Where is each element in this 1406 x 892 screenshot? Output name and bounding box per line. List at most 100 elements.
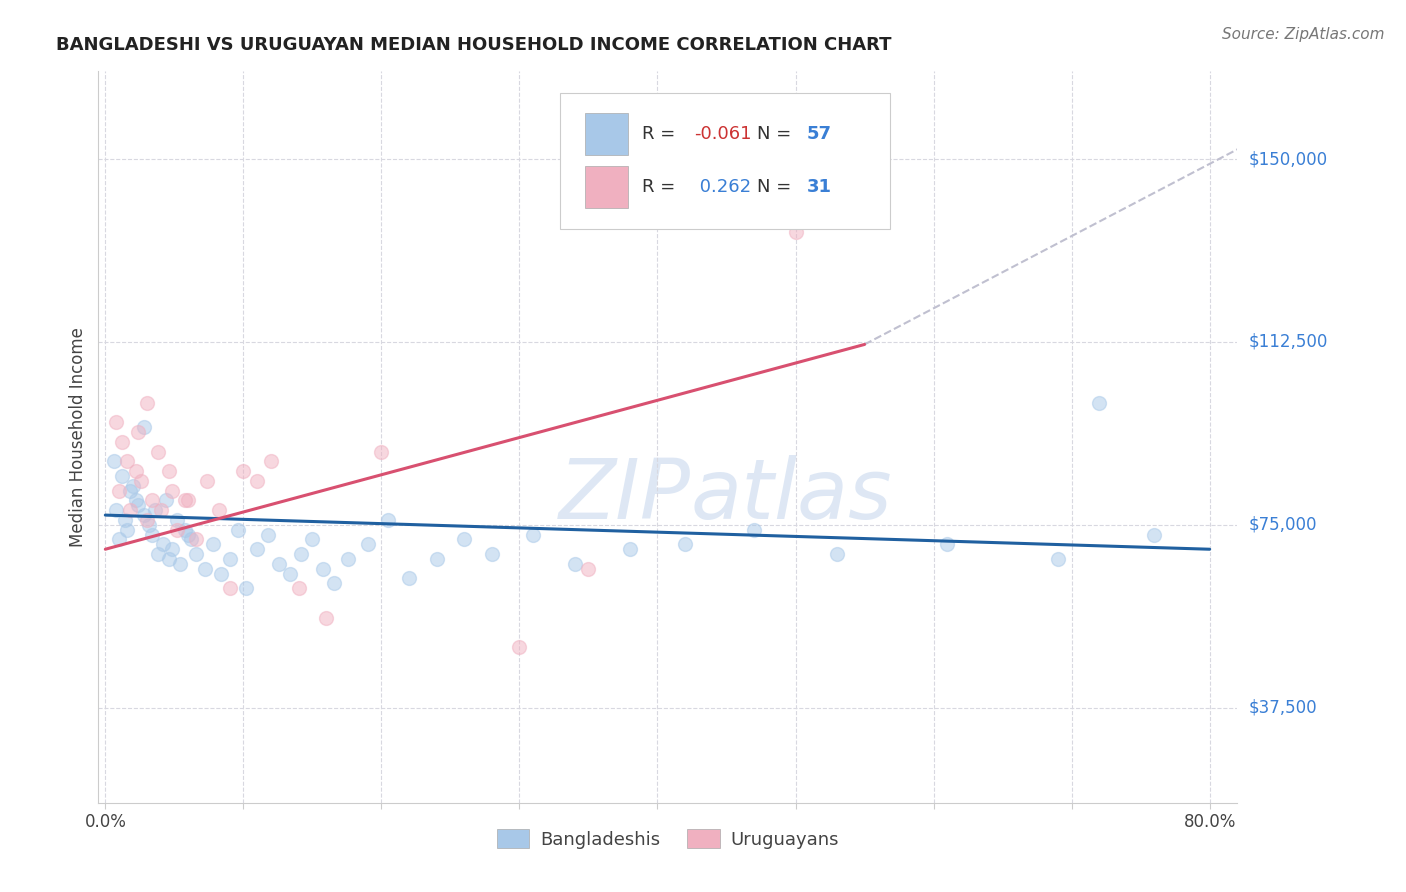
Point — [290, 547, 312, 561]
Point — [508, 640, 530, 654]
Point — [166, 523, 188, 537]
Point — [246, 542, 269, 557]
Point — [149, 503, 172, 517]
Point — [129, 474, 152, 488]
Point — [936, 537, 959, 551]
Point — [619, 542, 641, 557]
Text: R =: R = — [641, 178, 681, 196]
Point — [232, 464, 254, 478]
Point — [157, 464, 180, 478]
Point — [155, 493, 177, 508]
FancyBboxPatch shape — [560, 94, 890, 228]
Point — [278, 566, 301, 581]
Point — [160, 542, 183, 557]
Point — [1143, 527, 1166, 541]
Point — [177, 493, 200, 508]
Point — [226, 523, 249, 537]
Point — [218, 581, 240, 595]
Point — [287, 581, 309, 595]
Point — [111, 434, 134, 449]
Point — [825, 547, 848, 561]
Point — [105, 503, 128, 517]
Point — [146, 547, 169, 561]
Text: 31: 31 — [807, 178, 832, 196]
Point — [141, 493, 163, 508]
Point — [103, 454, 125, 468]
Point — [135, 396, 157, 410]
Point — [152, 537, 174, 551]
Text: 57: 57 — [807, 125, 832, 144]
Point — [564, 557, 586, 571]
Text: $150,000: $150,000 — [1249, 150, 1327, 168]
Point — [108, 483, 131, 498]
Point — [132, 420, 155, 434]
Point — [370, 444, 392, 458]
FancyBboxPatch shape — [585, 166, 628, 208]
Point — [174, 523, 197, 537]
Point — [207, 503, 229, 517]
Point — [160, 483, 183, 498]
Point — [209, 566, 232, 581]
Text: N =: N = — [756, 178, 797, 196]
Text: atlas: atlas — [690, 455, 893, 536]
Point — [246, 474, 269, 488]
Point — [117, 523, 139, 537]
Point — [120, 483, 142, 498]
Point — [132, 508, 155, 522]
Legend: Bangladeshis, Uruguayans: Bangladeshis, Uruguayans — [489, 822, 846, 856]
Point — [337, 552, 360, 566]
Point — [481, 547, 503, 561]
Text: Source: ZipAtlas.com: Source: ZipAtlas.com — [1222, 27, 1385, 42]
Y-axis label: Median Household Income: Median Household Income — [69, 327, 87, 547]
Point — [105, 416, 128, 430]
Text: R =: R = — [641, 125, 681, 144]
Point — [177, 527, 200, 541]
Point — [453, 533, 475, 547]
Point — [377, 513, 399, 527]
Point — [522, 527, 544, 541]
Point — [186, 547, 208, 561]
Point — [122, 479, 145, 493]
Point — [186, 533, 208, 547]
Point — [578, 562, 600, 576]
Point — [356, 537, 378, 551]
Point — [174, 493, 197, 508]
Point — [127, 499, 149, 513]
Point — [742, 523, 765, 537]
Point — [120, 503, 142, 517]
Point — [143, 503, 166, 517]
Text: 0.262: 0.262 — [695, 178, 751, 196]
Point — [157, 552, 180, 566]
Point — [260, 454, 283, 468]
Point — [180, 533, 202, 547]
Point — [197, 474, 219, 488]
Point — [301, 533, 323, 547]
Point — [1046, 552, 1069, 566]
Point — [114, 513, 136, 527]
Point — [125, 493, 148, 508]
Point — [269, 557, 291, 571]
Point — [117, 454, 139, 468]
Point — [218, 552, 240, 566]
Point — [146, 444, 169, 458]
Text: -0.061: -0.061 — [695, 125, 752, 144]
Text: $37,500: $37,500 — [1249, 698, 1317, 716]
Point — [1088, 396, 1111, 410]
Point — [194, 562, 217, 576]
Point — [426, 552, 449, 566]
Point — [398, 572, 420, 586]
Text: $112,500: $112,500 — [1249, 333, 1327, 351]
Point — [257, 527, 280, 541]
Point — [673, 537, 696, 551]
Text: N =: N = — [756, 125, 797, 144]
Text: $75,000: $75,000 — [1249, 516, 1317, 533]
Point — [315, 610, 337, 624]
FancyBboxPatch shape — [585, 113, 628, 155]
Point — [785, 225, 807, 239]
Point — [235, 581, 257, 595]
Point — [138, 517, 160, 532]
Point — [201, 537, 224, 551]
Text: BANGLADESHI VS URUGUAYAN MEDIAN HOUSEHOLD INCOME CORRELATION CHART: BANGLADESHI VS URUGUAYAN MEDIAN HOUSEHOL… — [56, 36, 891, 54]
Point — [127, 425, 149, 440]
Point — [166, 513, 188, 527]
